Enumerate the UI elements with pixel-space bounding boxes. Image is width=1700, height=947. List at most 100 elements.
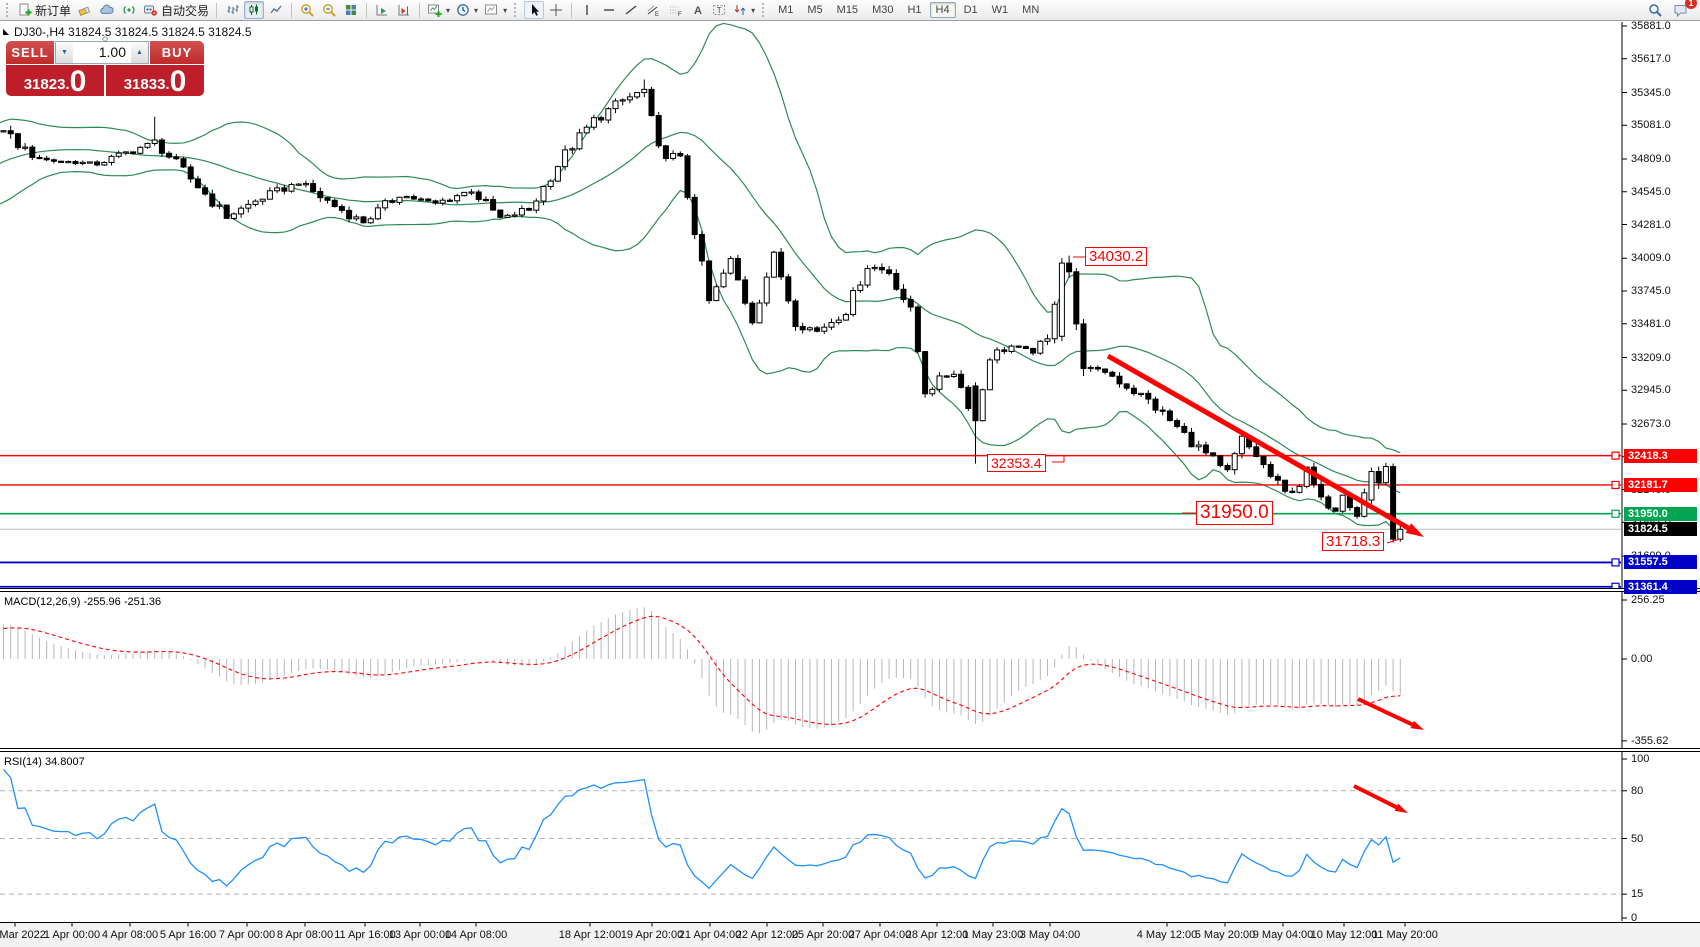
- volume-decrease-button[interactable]: ▼: [56, 42, 73, 63]
- volume-value[interactable]: 1.00: [98, 44, 126, 60]
- timeframe-button-M15[interactable]: M15: [836, 4, 859, 16]
- timeframe-button-M5[interactable]: M5: [807, 4, 823, 16]
- timeframe-button-MN[interactable]: MN: [1022, 4, 1040, 16]
- tile-windows-button[interactable]: [341, 1, 361, 19]
- eraser-icon: [77, 3, 93, 17]
- horizontal-line-icon: [604, 9, 615, 11]
- dropdown-caret: ▾: [503, 5, 508, 15]
- svg-text:E: E: [655, 12, 659, 17]
- arrows-icon: [734, 5, 746, 15]
- buy-price[interactable]: 31833. 0: [106, 65, 204, 98]
- sell-price[interactable]: 31823. 0: [6, 65, 104, 97]
- new-order-button[interactable]: 新订单: [16, 1, 73, 19]
- buy-button[interactable]: BUY: [150, 41, 204, 64]
- periods-button[interactable]: ▾: [454, 1, 480, 19]
- line-chart-icon: [270, 5, 282, 14]
- vertical-line-icon: [586, 5, 588, 15]
- pane-separator-macd-rsi[interactable]: [0, 748, 1700, 752]
- fibonacci-icon: E: [647, 5, 659, 17]
- toolbar-separator: [419, 2, 421, 18]
- timeframe-button-H1[interactable]: H1: [907, 4, 922, 16]
- sell-price-small: 31823.: [23, 76, 70, 93]
- buy-price-big-digit: 0: [169, 65, 187, 98]
- text-tool-button[interactable]: A: [687, 1, 707, 19]
- dropdown-caret: ▾: [751, 5, 756, 15]
- crosshair-icon: [550, 4, 563, 16]
- clock-icon: [457, 4, 469, 16]
- timeframe-button-D1[interactable]: D1: [963, 4, 978, 16]
- volume-stepper: ▼ 1.00 ▲: [55, 41, 149, 64]
- templates-button[interactable]: ▾: [482, 1, 509, 19]
- arrows-tool-button[interactable]: ▾: [731, 1, 757, 19]
- text-label-tool-button[interactable]: T: [709, 1, 729, 19]
- grid-tool-button[interactable]: F: [665, 1, 685, 19]
- svg-text:F: F: [678, 12, 682, 17]
- chart-shift-button[interactable]: [394, 1, 414, 19]
- buy-price-small: 31833.: [123, 76, 170, 93]
- timeframe-button-M1[interactable]: M1: [778, 4, 794, 16]
- volume-increase-button[interactable]: ▲: [131, 42, 148, 63]
- line-chart-mode-button[interactable]: [266, 1, 286, 19]
- main-toolbar: 新订单 自动交易 ▾ ▾ ▾ E F A T ▾ M1 M5 M15 M30 H1 H4 D…: [0, 0, 1700, 21]
- horizontal-line-tool-button[interactable]: [599, 1, 619, 19]
- autotrade-robot-icon: [143, 3, 158, 17]
- auto-scroll-button[interactable]: [372, 1, 392, 19]
- notification-badge: 1: [1685, 0, 1697, 9]
- toolbar-grip: [762, 3, 767, 17]
- timeframe-button-W1[interactable]: W1: [991, 4, 1009, 16]
- timeframe-group: M1 M5 M15 M30 H1 H4 D1 W1 MN: [772, 2, 1045, 18]
- auto-scroll-icon: [376, 5, 388, 16]
- timeframe-button-H4[interactable]: H4: [929, 2, 956, 18]
- toolbar-grip: [6, 3, 11, 17]
- cloud-icon: [99, 3, 115, 17]
- cloud-button[interactable]: [97, 1, 117, 19]
- dropdown-caret: ▾: [474, 5, 479, 15]
- chart-shift-icon: [398, 5, 410, 16]
- toolbar-right-group: 1: [1645, 0, 1697, 19]
- sell-button[interactable]: SELL: [6, 41, 54, 64]
- toolbar-separator: [366, 2, 368, 18]
- toolbar-separator: [291, 2, 293, 18]
- trendline-icon: [625, 5, 637, 15]
- pane-separator-main-macd[interactable]: [0, 588, 1700, 592]
- timeframe-button-M30[interactable]: M30: [872, 4, 894, 16]
- bar-chart-mode-button[interactable]: [222, 1, 242, 19]
- panel-handle-icon[interactable]: ◇: [102, 34, 109, 43]
- search-button[interactable]: [1645, 1, 1665, 19]
- indicators-icon: [428, 4, 442, 17]
- zoom-out-button[interactable]: [319, 1, 339, 19]
- autotrade-button[interactable]: 自动交易: [141, 1, 211, 19]
- time-axis-strip[interactable]: [0, 922, 1700, 947]
- trendline-tool-button[interactable]: [621, 1, 641, 19]
- template-icon: [485, 4, 498, 15]
- new-order-icon: [18, 3, 32, 17]
- search-icon: [1648, 3, 1662, 17]
- text-a-icon: A: [694, 5, 702, 17]
- vertical-line-tool-button[interactable]: [577, 1, 597, 19]
- cursor-tool-button[interactable]: [524, 1, 545, 19]
- broadcast-icon: [122, 3, 136, 17]
- one-click-toggle-icon[interactable]: ◣: [3, 27, 10, 36]
- candlestick-icon: [249, 4, 259, 15]
- fibonacci-tool-button[interactable]: E: [643, 1, 663, 19]
- candlestick-mode-button[interactable]: [244, 1, 265, 19]
- dropdown-caret: ▾: [446, 5, 451, 15]
- toolbar-separator: [216, 2, 218, 18]
- text-label-icon: T: [712, 5, 725, 15]
- broadcast-button[interactable]: [119, 1, 139, 19]
- cursor-icon: [531, 4, 539, 16]
- new-order-label: 新订单: [35, 3, 72, 18]
- zoom-in-icon: [300, 3, 314, 17]
- bar-chart-icon: [227, 5, 239, 14]
- zoom-out-icon: [322, 3, 336, 17]
- grid-icon: F: [669, 6, 682, 17]
- crosshair-tool-button[interactable]: [546, 1, 566, 19]
- notifications-button[interactable]: 1: [1671, 0, 1697, 19]
- chart-title: DJ30-,H4 31824.5 31824.5 31824.5 31824.5: [14, 25, 252, 39]
- eraser-button[interactable]: [75, 1, 95, 19]
- autotrade-label: 自动交易: [161, 3, 210, 18]
- indicators-button[interactable]: ▾: [425, 1, 452, 19]
- zoom-in-button[interactable]: [297, 1, 317, 19]
